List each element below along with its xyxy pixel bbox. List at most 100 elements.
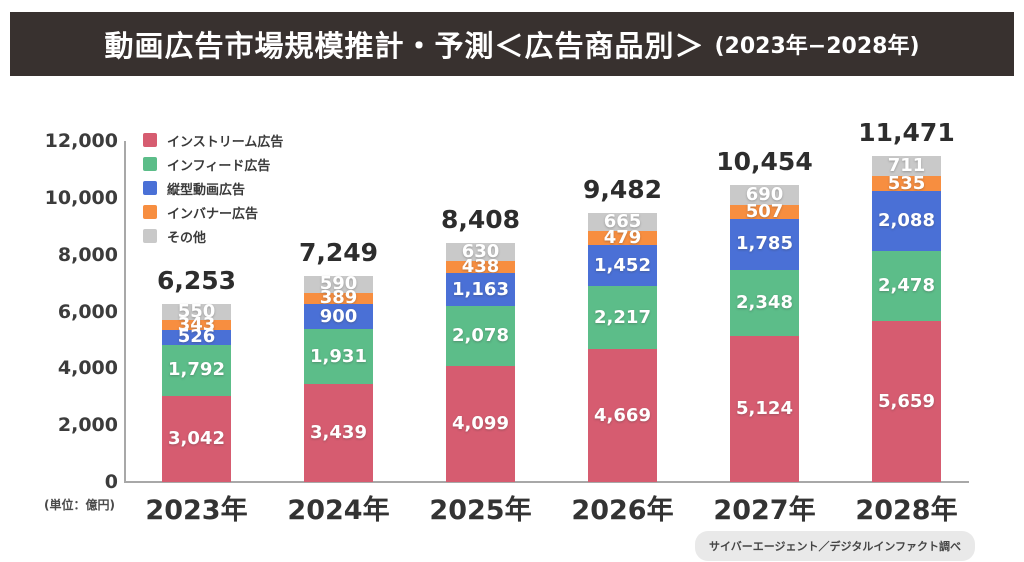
bar-value-label: 900	[319, 305, 358, 327]
bar-value-label: 590	[319, 273, 358, 295]
bar-segment-vertical-video: 2,088	[872, 191, 941, 251]
legend-item-inbanner: インバナー広告	[143, 205, 283, 222]
bar-segment-instream: 5,124	[730, 336, 799, 482]
bar-stack-2025年: 4,099 2,078 1,163 438 630	[446, 243, 515, 482]
legend-swatch-instream	[143, 133, 157, 147]
y-axis-tick: 0	[104, 471, 118, 493]
bar-segment-infeed: 2,348	[730, 269, 799, 337]
bar-value-label: 535	[887, 172, 926, 194]
bar-stack-2027年: 5,124 2,348 1,785 507 690	[730, 183, 799, 482]
bar-value-label: 1,785	[736, 233, 793, 255]
bar-segment-vertical-video: 1,452	[588, 245, 657, 287]
bar-segment-inbanner: 535	[872, 172, 941, 194]
legend-item-instream: インストリーム広告	[143, 133, 284, 150]
legend-label-infeed: インフィード広告	[167, 158, 271, 174]
y-axis-line	[124, 141, 126, 483]
bar-segment-infeed: 2,217	[588, 286, 657, 350]
bar-segment-infeed: 1,792	[162, 344, 231, 396]
page-title: 動画広告市場規模推計・予測＜広告商品別＞	[104, 29, 705, 63]
bar-segment-inbanner: 507	[730, 200, 799, 222]
bar-value-label: 2,088	[878, 210, 935, 232]
legend-label-instream: インストリーム広告	[167, 134, 284, 150]
bar-segment-instream: 4,669	[588, 349, 657, 482]
bar-segment-instream: 3,042	[162, 395, 231, 482]
bar-stack-2023年: 3,042 1,792 526 343 550	[162, 301, 231, 482]
page-title-range: (2023年−2028年)	[714, 34, 920, 59]
legend: インストリーム広告 インフィード広告 縦型動画広告 インバナー広告その他	[143, 133, 284, 246]
bar-value-label: 4,669	[594, 404, 651, 426]
legend-swatch-inbanner	[143, 205, 157, 219]
bar-segment-vertical-video: 1,163	[446, 273, 515, 307]
bar-segment-vertical-video: 900	[304, 303, 373, 330]
legend-swatch-other	[143, 229, 157, 243]
bar-segment-other: 665	[588, 213, 657, 232]
legend-swatch-infeed	[143, 157, 157, 171]
bar-value-label: 690	[745, 183, 784, 205]
bar-value-label: 507	[745, 200, 784, 222]
x-axis-line	[124, 481, 969, 483]
bar-segment-vertical-video: 526	[162, 326, 231, 348]
bar-value-label: 630	[461, 241, 500, 263]
bar-segment-infeed: 2,078	[446, 306, 515, 366]
legend-item-vertical-video: 縦型動画広告	[143, 181, 283, 198]
bar-stack-2024年: 3,439 1,931 900 389 590	[304, 273, 373, 482]
bar-value-label: 1,792	[168, 359, 225, 381]
bar-value-label: 526	[177, 326, 216, 348]
bar-value-label: 343	[177, 313, 216, 335]
x-axis-label: 2027年	[713, 495, 816, 526]
bar-segment-instream: 4,099	[446, 365, 515, 482]
bar-segment-infeed: 1,931	[304, 329, 373, 385]
bar-total-label: 7,249	[298, 238, 379, 268]
bar-value-label: 3,042	[168, 427, 225, 449]
y-axis-tick: 6,000	[57, 300, 118, 323]
bar-value-label: 479	[603, 227, 642, 249]
x-axis-label: 2025年	[429, 495, 532, 526]
bar-value-label: 1,163	[452, 278, 509, 300]
bar-value-label: 2,078	[452, 325, 509, 346]
bar-segment-other: 630	[446, 243, 515, 261]
bar-segment-inbanner: 343	[162, 315, 231, 333]
bar-total-label: 6,253	[156, 266, 237, 296]
bar-segment-infeed: 2,478	[872, 250, 941, 322]
bar-value-label: 438	[461, 256, 500, 278]
legend-item-other: その他	[143, 229, 283, 246]
bar-value-label: 711	[887, 155, 926, 177]
y-axis-tick: 12,000	[44, 130, 118, 152]
bar-segment-instream: 3,439	[304, 384, 373, 482]
unit-note: (単位：億円)	[44, 498, 115, 512]
bar-segment-other: 590	[304, 273, 373, 295]
bar-segment-instream: 5,659	[872, 321, 941, 482]
source-note: サイバーエージェント／デジタルインファクト調べ	[694, 531, 975, 561]
bar-value-label: 550	[177, 301, 216, 323]
bar-value-label: 5,124	[736, 398, 793, 420]
bar-value-label: 5,659	[878, 390, 935, 412]
bar-value-label: 2,348	[736, 292, 793, 314]
y-axis-tick: 10,000	[44, 186, 118, 209]
bar-segment-other: 550	[162, 301, 231, 323]
bar-value-label: 1,931	[310, 345, 367, 367]
bar-stack-2028年: 5,659 2,478 2,088 535 711	[872, 156, 941, 482]
legend-item-infeed: インフィード広告	[143, 157, 283, 174]
y-axis-tick: 2,000	[57, 414, 118, 437]
legend-swatch-vertical-video	[143, 181, 157, 195]
bar-value-label: 2,217	[594, 306, 651, 328]
bar-segment-inbanner: 389	[304, 289, 373, 307]
bar-value-label: 665	[603, 211, 642, 233]
x-axis-label: 2026年	[571, 495, 674, 526]
title-bar: 動画広告市場規模推計・予測＜広告商品別＞ (2023年−2028年)	[10, 12, 1014, 76]
y-axis-tick: 8,000	[57, 243, 118, 266]
bar-total-label: 8,408	[440, 205, 521, 235]
legend-label-vertical-video: 縦型動画広告	[167, 182, 246, 198]
x-axis-label: 2024年	[287, 495, 390, 526]
x-axis-label: 2023年	[145, 495, 248, 526]
bar-segment-vertical-video: 1,785	[730, 218, 799, 270]
x-axis-label: 2028年	[855, 495, 958, 526]
bar-value-label: 1,452	[594, 254, 651, 276]
bar-segment-other: 711	[872, 155, 941, 177]
bar-value-label: 2,478	[878, 275, 935, 296]
legend-label-inbanner: インバナー広告	[167, 206, 259, 222]
bar-segment-other: 690	[730, 183, 799, 205]
bar-total-label: 11,471	[858, 118, 955, 148]
bar-segment-inbanner: 438	[446, 256, 515, 278]
